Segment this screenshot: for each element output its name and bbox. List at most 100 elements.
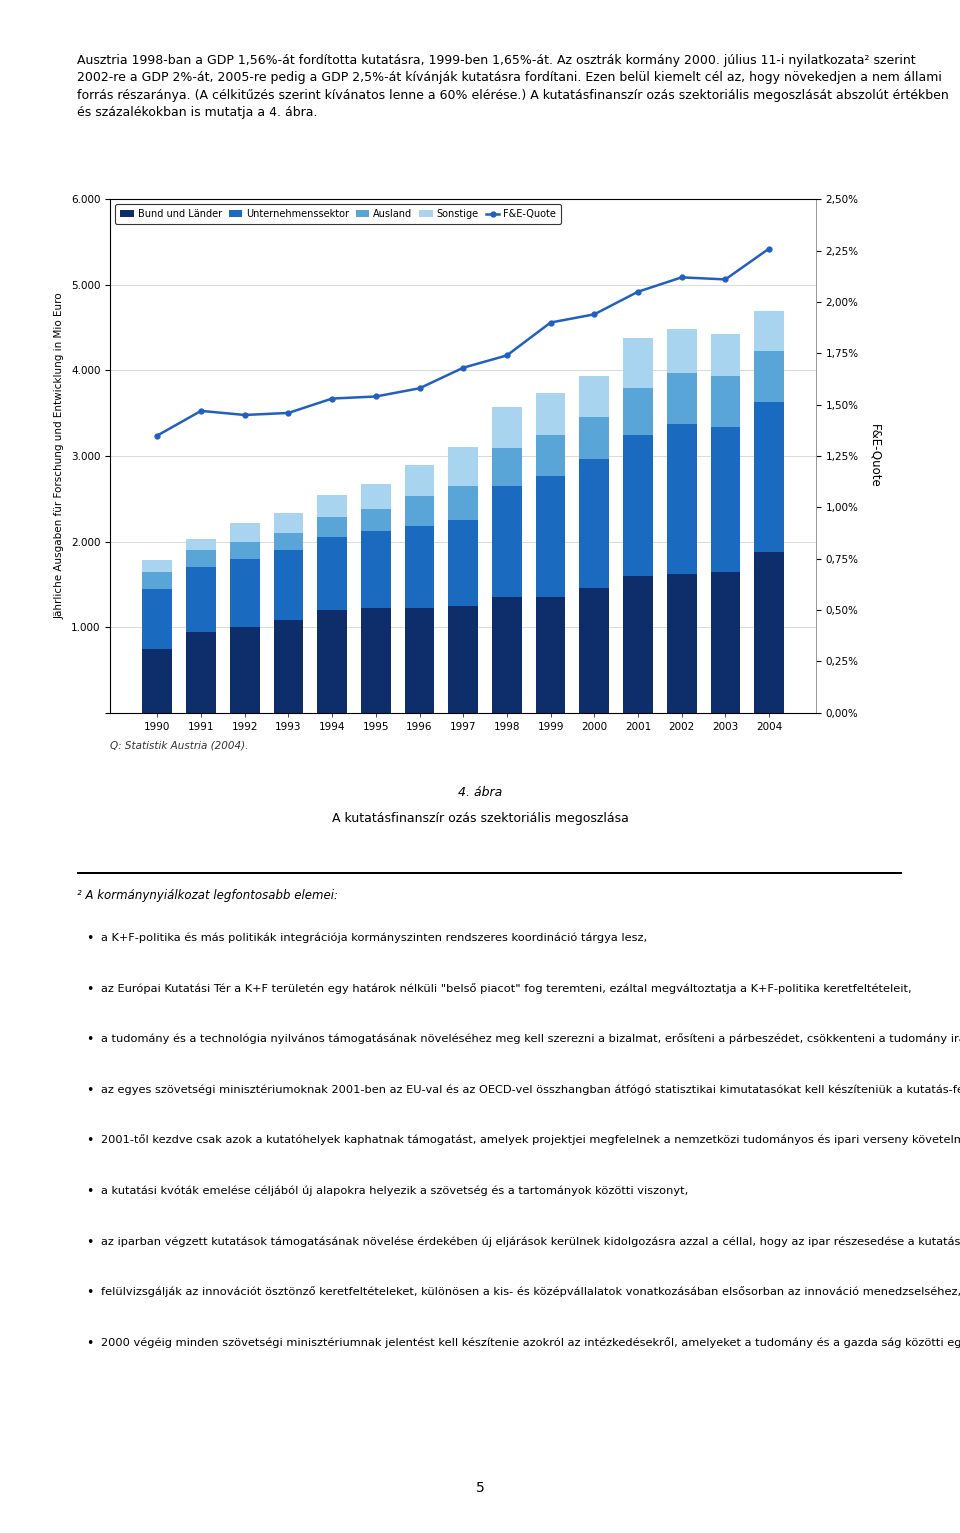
Text: 2001-től kezdve csak azok a kutatóhelyek kaphatnak támogatást, amelyek projektje: 2001-től kezdve csak azok a kutatóhelyek… [101, 1134, 960, 1145]
F&E-Quote [282, 403, 294, 422]
Text: 5: 5 [475, 1481, 485, 1495]
Bar [317, 610, 347, 713]
Bar [361, 484, 391, 509]
Text: A kutatásfinanszír ozás szektoriális megoszlása: A kutatásfinanszír ozás szektoriális meg… [331, 812, 629, 825]
Bar [710, 428, 740, 572]
Text: •: • [86, 932, 94, 944]
F&E-Quote [501, 346, 513, 365]
Bar [492, 448, 521, 486]
Bar [755, 552, 784, 713]
Bar [536, 435, 565, 475]
Bar [492, 486, 521, 598]
F&E-Quote [545, 313, 557, 331]
Bar [623, 576, 653, 713]
Bar [536, 392, 565, 435]
Bar [361, 607, 391, 713]
Bar [623, 337, 653, 388]
Bar [274, 621, 303, 713]
Bar [623, 435, 653, 576]
Bar [448, 606, 478, 713]
F&E-Quote [633, 282, 644, 300]
Bar [755, 311, 784, 351]
Text: 4. ábra: 4. ábra [458, 786, 502, 799]
Bar [667, 328, 697, 373]
Bar [229, 523, 259, 541]
F&E-Quote [239, 406, 251, 425]
Text: a K+F-politika és más politikák integrációja kormányszinten rendszeres koordinác: a K+F-politika és más politikák integrác… [101, 932, 647, 943]
Text: •: • [86, 1286, 94, 1298]
Bar [405, 497, 434, 526]
F&E-Quote [588, 305, 600, 323]
Bar [317, 517, 347, 537]
F&E-Quote [370, 388, 381, 406]
F&E-Quote [720, 270, 732, 288]
Bar [667, 575, 697, 713]
F&E-Quote [195, 402, 206, 420]
Text: a tudomány és a technológia nyilvános támogatásának növeléséhez meg kell szerezn: a tudomány és a technológia nyilvános tá… [101, 1033, 960, 1044]
Text: a kutatási kvóták emelése céljából új alapokra helyezik a szövetség és a tartomá: a kutatási kvóták emelése céljából új al… [101, 1185, 688, 1196]
Bar [448, 520, 478, 606]
Bar [186, 540, 216, 550]
F&E-Quote [763, 239, 775, 258]
Bar [448, 446, 478, 486]
Text: Ausztria 1998-ban a GDP 1,56%-át fordította kutatásra, 1999-ben 1,65%-át. Az osz: Ausztria 1998-ban a GDP 1,56%-át fordíto… [77, 54, 948, 120]
Bar [492, 598, 521, 713]
Text: az Európai Kutatási Tér a K+F területén egy határok nélküli "belső piacot" fog t: az Európai Kutatási Tér a K+F területén … [101, 983, 911, 993]
Bar [317, 537, 347, 610]
Bar [229, 558, 259, 627]
Bar [405, 526, 434, 607]
Bar [186, 632, 216, 713]
F&E-Quote [676, 268, 687, 287]
Bar [492, 408, 521, 448]
Bar [229, 627, 259, 713]
Line: F&E-Quote: F&E-Quote [155, 247, 772, 438]
Bar [667, 373, 697, 425]
F&E-Quote [152, 426, 163, 445]
Text: Q: Statistik Austria (2004).: Q: Statistik Austria (2004). [110, 740, 249, 751]
Text: az iparban végzett kutatások támogatásának növelése érdekében új eljárások kerül: az iparban végzett kutatások támogatásán… [101, 1236, 960, 1246]
Bar [580, 417, 610, 460]
Bar [755, 402, 784, 552]
Bar [710, 376, 740, 428]
Bar [405, 607, 434, 713]
Bar [361, 509, 391, 530]
Text: •: • [86, 1084, 94, 1096]
Text: •: • [86, 1134, 94, 1147]
Bar [186, 550, 216, 567]
Bar [274, 533, 303, 550]
Bar [274, 514, 303, 533]
Bar [317, 495, 347, 517]
Bar [710, 572, 740, 713]
F&E-Quote [414, 379, 425, 397]
Text: •: • [86, 1337, 94, 1349]
Legend: Bund und Länder, Unternehmenssektor, Ausland, Sonstige, F&E-Quote: Bund und Länder, Unternehmenssektor, Aus… [115, 204, 561, 224]
Bar [186, 567, 216, 632]
F&E-Quote [326, 389, 338, 408]
Bar [580, 587, 610, 713]
Y-axis label: Jährliche Ausgaben für Forschung und Entwicklung in Mio Euro: Jährliche Ausgaben für Forschung und Ent… [54, 293, 64, 619]
Bar [536, 475, 565, 598]
Text: •: • [86, 983, 94, 995]
Bar [580, 460, 610, 587]
F&E-Quote [458, 359, 469, 377]
Text: •: • [86, 1033, 94, 1046]
Bar [710, 334, 740, 376]
Bar [142, 572, 172, 589]
Bar [142, 648, 172, 713]
Bar [536, 598, 565, 713]
Bar [229, 541, 259, 558]
Bar [667, 425, 697, 575]
Bar [142, 589, 172, 648]
Bar [448, 486, 478, 520]
Bar [580, 376, 610, 417]
Bar [623, 388, 653, 435]
Bar [142, 561, 172, 572]
Bar [405, 466, 434, 497]
Text: az egyes szövetségi minisztériumoknak 2001-ben az EU-val és az OECD-vel összhang: az egyes szövetségi minisztériumoknak 20… [101, 1084, 960, 1095]
Text: 2000 végéig minden szövetségi minisztériumnak jelentést kell készítenie azokról : 2000 végéig minden szövetségi minisztéri… [101, 1337, 960, 1348]
Bar [361, 530, 391, 607]
Text: ² A kormánynyiálkozat legfontosabb elemei:: ² A kormánynyiálkozat legfontosabb eleme… [77, 889, 338, 901]
Bar [755, 351, 784, 402]
Text: •: • [86, 1236, 94, 1248]
Text: •: • [86, 1185, 94, 1197]
